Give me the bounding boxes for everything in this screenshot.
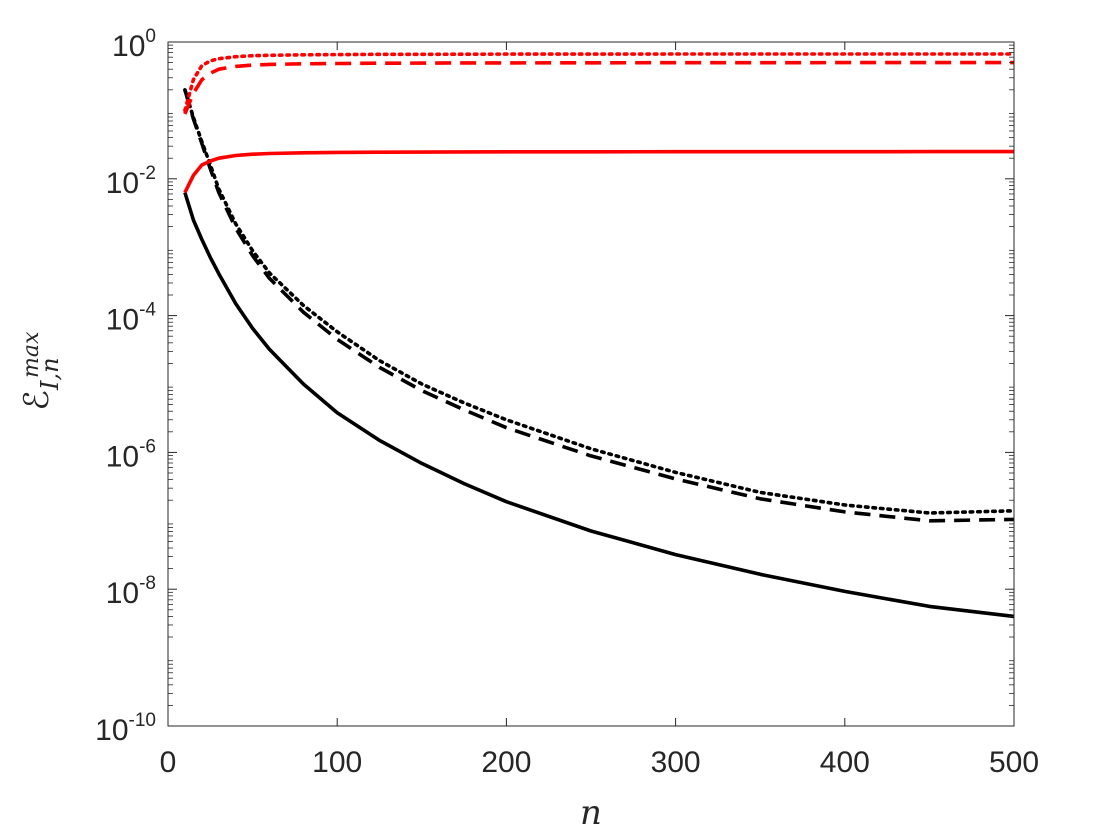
series-line-3	[183, 88, 1016, 515]
x-tick-label-5: 500	[989, 746, 1039, 779]
x-axis-label: n	[580, 793, 602, 833]
x-tick-label-0: 0	[160, 746, 177, 779]
y-axis-label: ℰI,n max	[17, 331, 64, 411]
y-tick-label-0: 10-10	[95, 710, 156, 747]
y-axis-label-base: ℰ	[17, 390, 57, 411]
y-tick-label-4: 10-2	[106, 163, 156, 200]
axes-box	[167, 41, 1015, 727]
x-tick-label-4: 400	[820, 746, 870, 779]
series-line-6	[183, 52, 1016, 113]
y-axis-label-superscript: max	[19, 331, 44, 378]
y-axis-label-subscript: I,n	[36, 357, 64, 391]
axes-layer	[167, 41, 1015, 727]
x-tick-label-3: 300	[651, 746, 701, 779]
y-tick-labels: 10-10 10-8 10-6 10-4 10-2 100	[95, 26, 156, 747]
x-tick-labels: 0 100 200 300 400 500	[160, 746, 1039, 779]
y-tick-label-3: 10-4	[106, 300, 157, 337]
series-line-5	[183, 60, 1014, 115]
x-tick-label-2: 200	[481, 746, 531, 779]
x-tick-label-1: 100	[312, 746, 362, 779]
series-line-1	[183, 191, 1015, 619]
svg-text:ℰI,n: ℰI,n	[17, 357, 64, 410]
y-tick-label-2: 10-6	[106, 436, 156, 473]
series-layer	[183, 52, 1016, 619]
plot-area	[168, 42, 1014, 726]
y-tick-label-5: 100	[112, 26, 156, 63]
series-line-4	[183, 149, 1014, 194]
series-line-2	[183, 89, 1015, 523]
y-tick-label-1: 10-8	[106, 573, 156, 610]
